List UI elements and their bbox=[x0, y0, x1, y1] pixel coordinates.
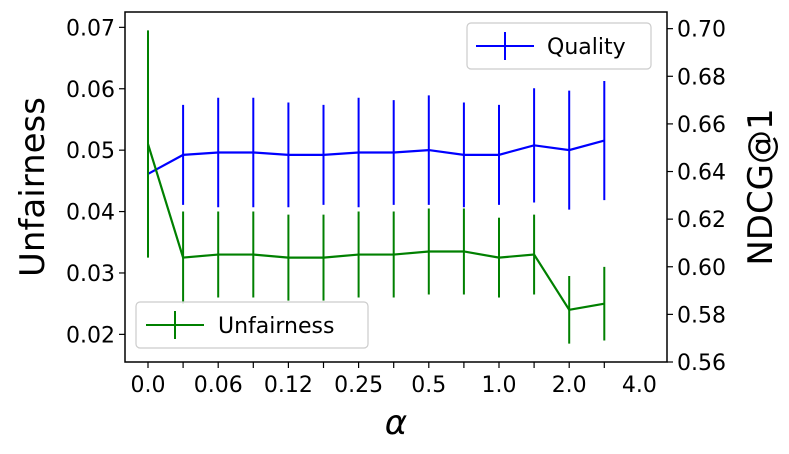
right-y-tick-label: 0.58 bbox=[677, 303, 726, 328]
x-tick-label: 0.12 bbox=[264, 373, 313, 398]
left-y-tick-label: 0.03 bbox=[66, 262, 115, 287]
right-y-tick-label: 0.56 bbox=[677, 351, 726, 376]
x-tick-label: 0.25 bbox=[334, 373, 383, 398]
right-y-tick-label: 0.60 bbox=[677, 256, 726, 281]
axes-layer: 0.0 0.06 0.12 0.25 0.5 1.0 2.0 4.0 0.02 0.03 0.04 0… bbox=[66, 16, 726, 398]
legend-quality: Quality bbox=[466, 22, 652, 70]
plot-frame bbox=[124, 11, 668, 363]
x-tick-label: 1.0 bbox=[482, 373, 517, 398]
x-tick-label: 0.5 bbox=[411, 373, 446, 398]
x-tick-label: 0.0 bbox=[131, 373, 166, 398]
unfairness-series-line bbox=[146, 143, 605, 312]
x-axis-title: α bbox=[385, 403, 407, 443]
left-y-tick-label: 0.04 bbox=[66, 201, 115, 226]
left-y-tick-label: 0.02 bbox=[66, 323, 115, 348]
legend-unfairness-box bbox=[135, 301, 369, 349]
legend-quality-label: Quality bbox=[547, 35, 626, 60]
legend-unfairness: Unfairness bbox=[135, 301, 369, 349]
left-y-axis-title: Unfairness bbox=[13, 97, 53, 277]
left-y-tick-label: 0.07 bbox=[66, 16, 115, 41]
right-y-tick-label: 0.66 bbox=[677, 113, 726, 138]
left-y-tick-label: 0.05 bbox=[66, 139, 115, 164]
left-y-tick-label: 0.06 bbox=[66, 78, 115, 103]
x-tick-label: 2.0 bbox=[552, 373, 587, 398]
right-y-axis-title: NDCG@1 bbox=[741, 108, 781, 265]
x-tick-label: 4.0 bbox=[622, 373, 657, 398]
right-y-tick-label: 0.68 bbox=[677, 65, 726, 90]
right-y-tick-label: 0.70 bbox=[677, 18, 726, 43]
x-tick-label: 0.06 bbox=[194, 373, 243, 398]
legend-unfairness-label: Unfairness bbox=[218, 314, 334, 339]
legend-quality-box bbox=[466, 22, 652, 70]
quality-series-line bbox=[147, 139, 605, 175]
plot-layer bbox=[146, 30, 606, 344]
right-y-tick-label: 0.64 bbox=[677, 161, 726, 186]
right-y-tick-label: 0.62 bbox=[677, 208, 726, 233]
